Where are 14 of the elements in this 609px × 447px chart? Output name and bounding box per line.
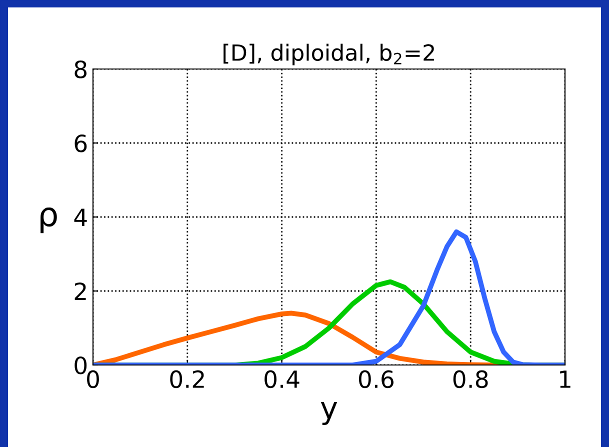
y-tick-label: 0	[74, 356, 87, 374]
x-tick-label: 0.4	[264, 370, 300, 388]
y-tick-label: 8	[74, 60, 87, 78]
x-tick-label: 0.6	[358, 370, 394, 388]
x-tick-label: 0.2	[170, 370, 204, 388]
x-tick-label: 0	[87, 370, 99, 388]
y-tick-label: 2	[74, 282, 86, 300]
y-axis-title: ρ	[40, 208, 57, 234]
chart-title: [D], diploidal, b$_{2}$=2	[224, 44, 434, 66]
y-tick-label: 4	[74, 208, 87, 226]
y-tick-label: 6	[74, 134, 87, 152]
x-tick-label: 0.8	[453, 370, 488, 388]
x-tick-label: 1	[560, 370, 570, 388]
x-axis-title: y	[320, 402, 338, 426]
